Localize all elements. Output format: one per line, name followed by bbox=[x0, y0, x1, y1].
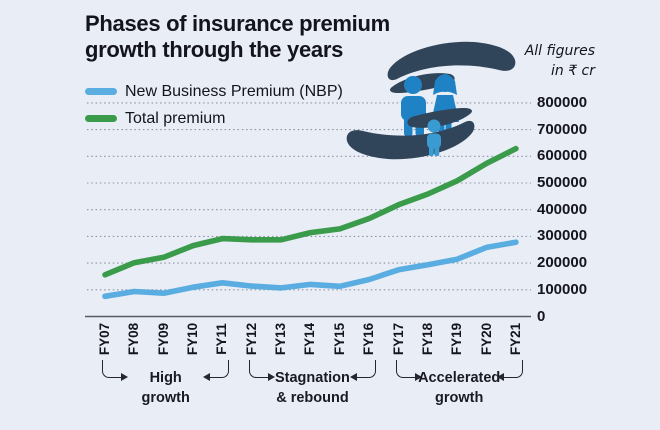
y-tick-label-200000: 200000 bbox=[537, 254, 588, 272]
x-tick-label-fy20: FY20 bbox=[478, 322, 494, 356]
x-tick-label-fy21: FY21 bbox=[507, 322, 523, 356]
x-tick-label-fy18: FY18 bbox=[419, 322, 435, 356]
arrow-right-icon bbox=[267, 372, 275, 381]
legend-item-nbp: New Business Premium (NBP) bbox=[85, 78, 343, 105]
x-tick-label-fy10: FY10 bbox=[185, 322, 201, 356]
new-business-premium-nbp-line bbox=[102, 239, 519, 300]
unit-note-line-2: in ₹ cr bbox=[550, 63, 595, 79]
x-tick-label-fy11: FY11 bbox=[214, 323, 230, 355]
phase-stagnation-rebound: Stagnation & rebound bbox=[248, 360, 377, 418]
arrow-left-icon bbox=[350, 372, 358, 381]
total-premium-line bbox=[102, 145, 519, 278]
y-tick-label-400000: 400000 bbox=[537, 200, 588, 218]
phase-label-line-2: growth bbox=[435, 389, 484, 406]
phase-annotations: High growth Stagnation & rebound Accelerated… bbox=[0, 360, 660, 420]
x-tick-label-fy09: FY09 bbox=[155, 322, 171, 356]
x-tick-label-fy16: FY16 bbox=[361, 322, 377, 356]
x-tick-label-fy15: FY15 bbox=[331, 322, 347, 356]
chart-legend: New Business Premium (NBP) Total premium bbox=[85, 78, 343, 132]
x-tick-label-fy19: FY19 bbox=[449, 322, 465, 356]
bracket-left bbox=[102, 360, 123, 378]
x-tick-label-fy14: FY14 bbox=[302, 322, 318, 356]
bracket-left bbox=[395, 360, 417, 378]
bracket-right bbox=[355, 360, 377, 378]
hands-family-svg bbox=[346, 41, 516, 160]
y-tick-label-0: 0 bbox=[537, 307, 546, 325]
bracket-right bbox=[501, 360, 523, 378]
arrow-right-icon bbox=[414, 372, 422, 381]
legend-swatch-nbp bbox=[85, 88, 117, 95]
hands-protecting-family-icon bbox=[344, 40, 518, 162]
y-tick-label-700000: 700000 bbox=[537, 120, 588, 138]
page-title: Phases of insurance premium growth throu… bbox=[85, 11, 390, 63]
title-line-2: growth through the years bbox=[85, 37, 344, 62]
phase-label: Stagnation & rebound bbox=[249, 369, 376, 408]
unit-note: All figures in ₹ cr bbox=[500, 41, 595, 81]
phase-high-growth: High growth bbox=[102, 360, 230, 418]
phase-label-line-1: High bbox=[149, 370, 182, 386]
x-tick-label-fy13: FY13 bbox=[273, 322, 289, 356]
x-tick-label-fy07: FY07 bbox=[97, 322, 112, 356]
arrow-left-icon bbox=[496, 372, 504, 381]
arrow-left-icon bbox=[203, 372, 211, 381]
phase-label: Accelerated growth bbox=[396, 369, 523, 408]
phase-label-line-1: Stagnation bbox=[274, 370, 350, 386]
legend-label-total-premium: Total premium bbox=[125, 109, 226, 127]
legend-swatch-total-premium bbox=[85, 115, 117, 122]
bracket-left bbox=[248, 360, 270, 378]
legend-label-nbp: New Business Premium (NBP) bbox=[125, 82, 343, 100]
arrow-right-icon bbox=[121, 372, 128, 381]
bracket-right bbox=[208, 360, 230, 378]
phase-label-line-1: Accelerated bbox=[418, 370, 501, 386]
y-tick-label-600000: 600000 bbox=[537, 147, 588, 165]
x-tick-label-fy12: FY12 bbox=[243, 322, 259, 356]
x-tick-label-fy17: FY17 bbox=[390, 322, 406, 356]
title-line-1: Phases of insurance premium bbox=[85, 11, 390, 36]
y-tick-label-800000: 800000 bbox=[537, 93, 588, 111]
y-tick-label-500000: 500000 bbox=[537, 174, 588, 191]
phase-accelerated-growth: Accelerated growth bbox=[395, 360, 523, 418]
phase-label: High growth bbox=[102, 369, 229, 408]
y-tick-label-300000: 300000 bbox=[537, 227, 588, 245]
phase-label-line-2: & rebound bbox=[276, 389, 349, 406]
legend-item-total-premium: Total premium bbox=[85, 105, 343, 132]
unit-note-line-1: All figures bbox=[524, 43, 595, 59]
y-tick-label-100000: 100000 bbox=[537, 280, 588, 298]
phase-label-line-2: growth bbox=[141, 389, 190, 406]
x-tick-label-fy08: FY08 bbox=[126, 322, 142, 356]
